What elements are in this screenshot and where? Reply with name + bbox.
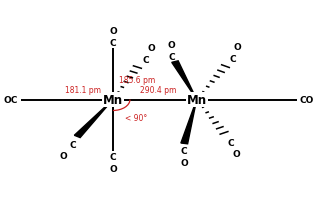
Text: CO: CO [299, 96, 314, 104]
Text: O: O [232, 150, 240, 159]
Text: 181.1 pm: 181.1 pm [65, 85, 101, 94]
Text: < 90°: < 90° [125, 114, 148, 123]
Text: C: C [110, 153, 116, 162]
Text: C: C [229, 54, 236, 63]
Text: O: O [109, 26, 117, 35]
Text: O: O [59, 152, 67, 161]
Polygon shape [172, 62, 197, 100]
Text: O: O [109, 165, 117, 174]
Text: OC: OC [4, 96, 18, 104]
Polygon shape [181, 100, 197, 144]
Text: 290.4 pm: 290.4 pm [140, 85, 176, 94]
Text: O: O [180, 159, 188, 168]
Text: 185.6 pm: 185.6 pm [119, 76, 155, 85]
Text: O: O [147, 43, 155, 52]
Text: C: C [142, 55, 149, 64]
Text: Mn: Mn [103, 94, 123, 106]
Text: C: C [110, 38, 116, 47]
Text: O: O [234, 42, 242, 51]
Polygon shape [74, 100, 113, 138]
Text: C: C [228, 139, 234, 148]
Text: C: C [169, 52, 175, 61]
Text: Mn: Mn [187, 94, 207, 106]
Text: C: C [181, 147, 188, 156]
Text: O: O [168, 40, 176, 49]
Text: C: C [69, 140, 76, 149]
